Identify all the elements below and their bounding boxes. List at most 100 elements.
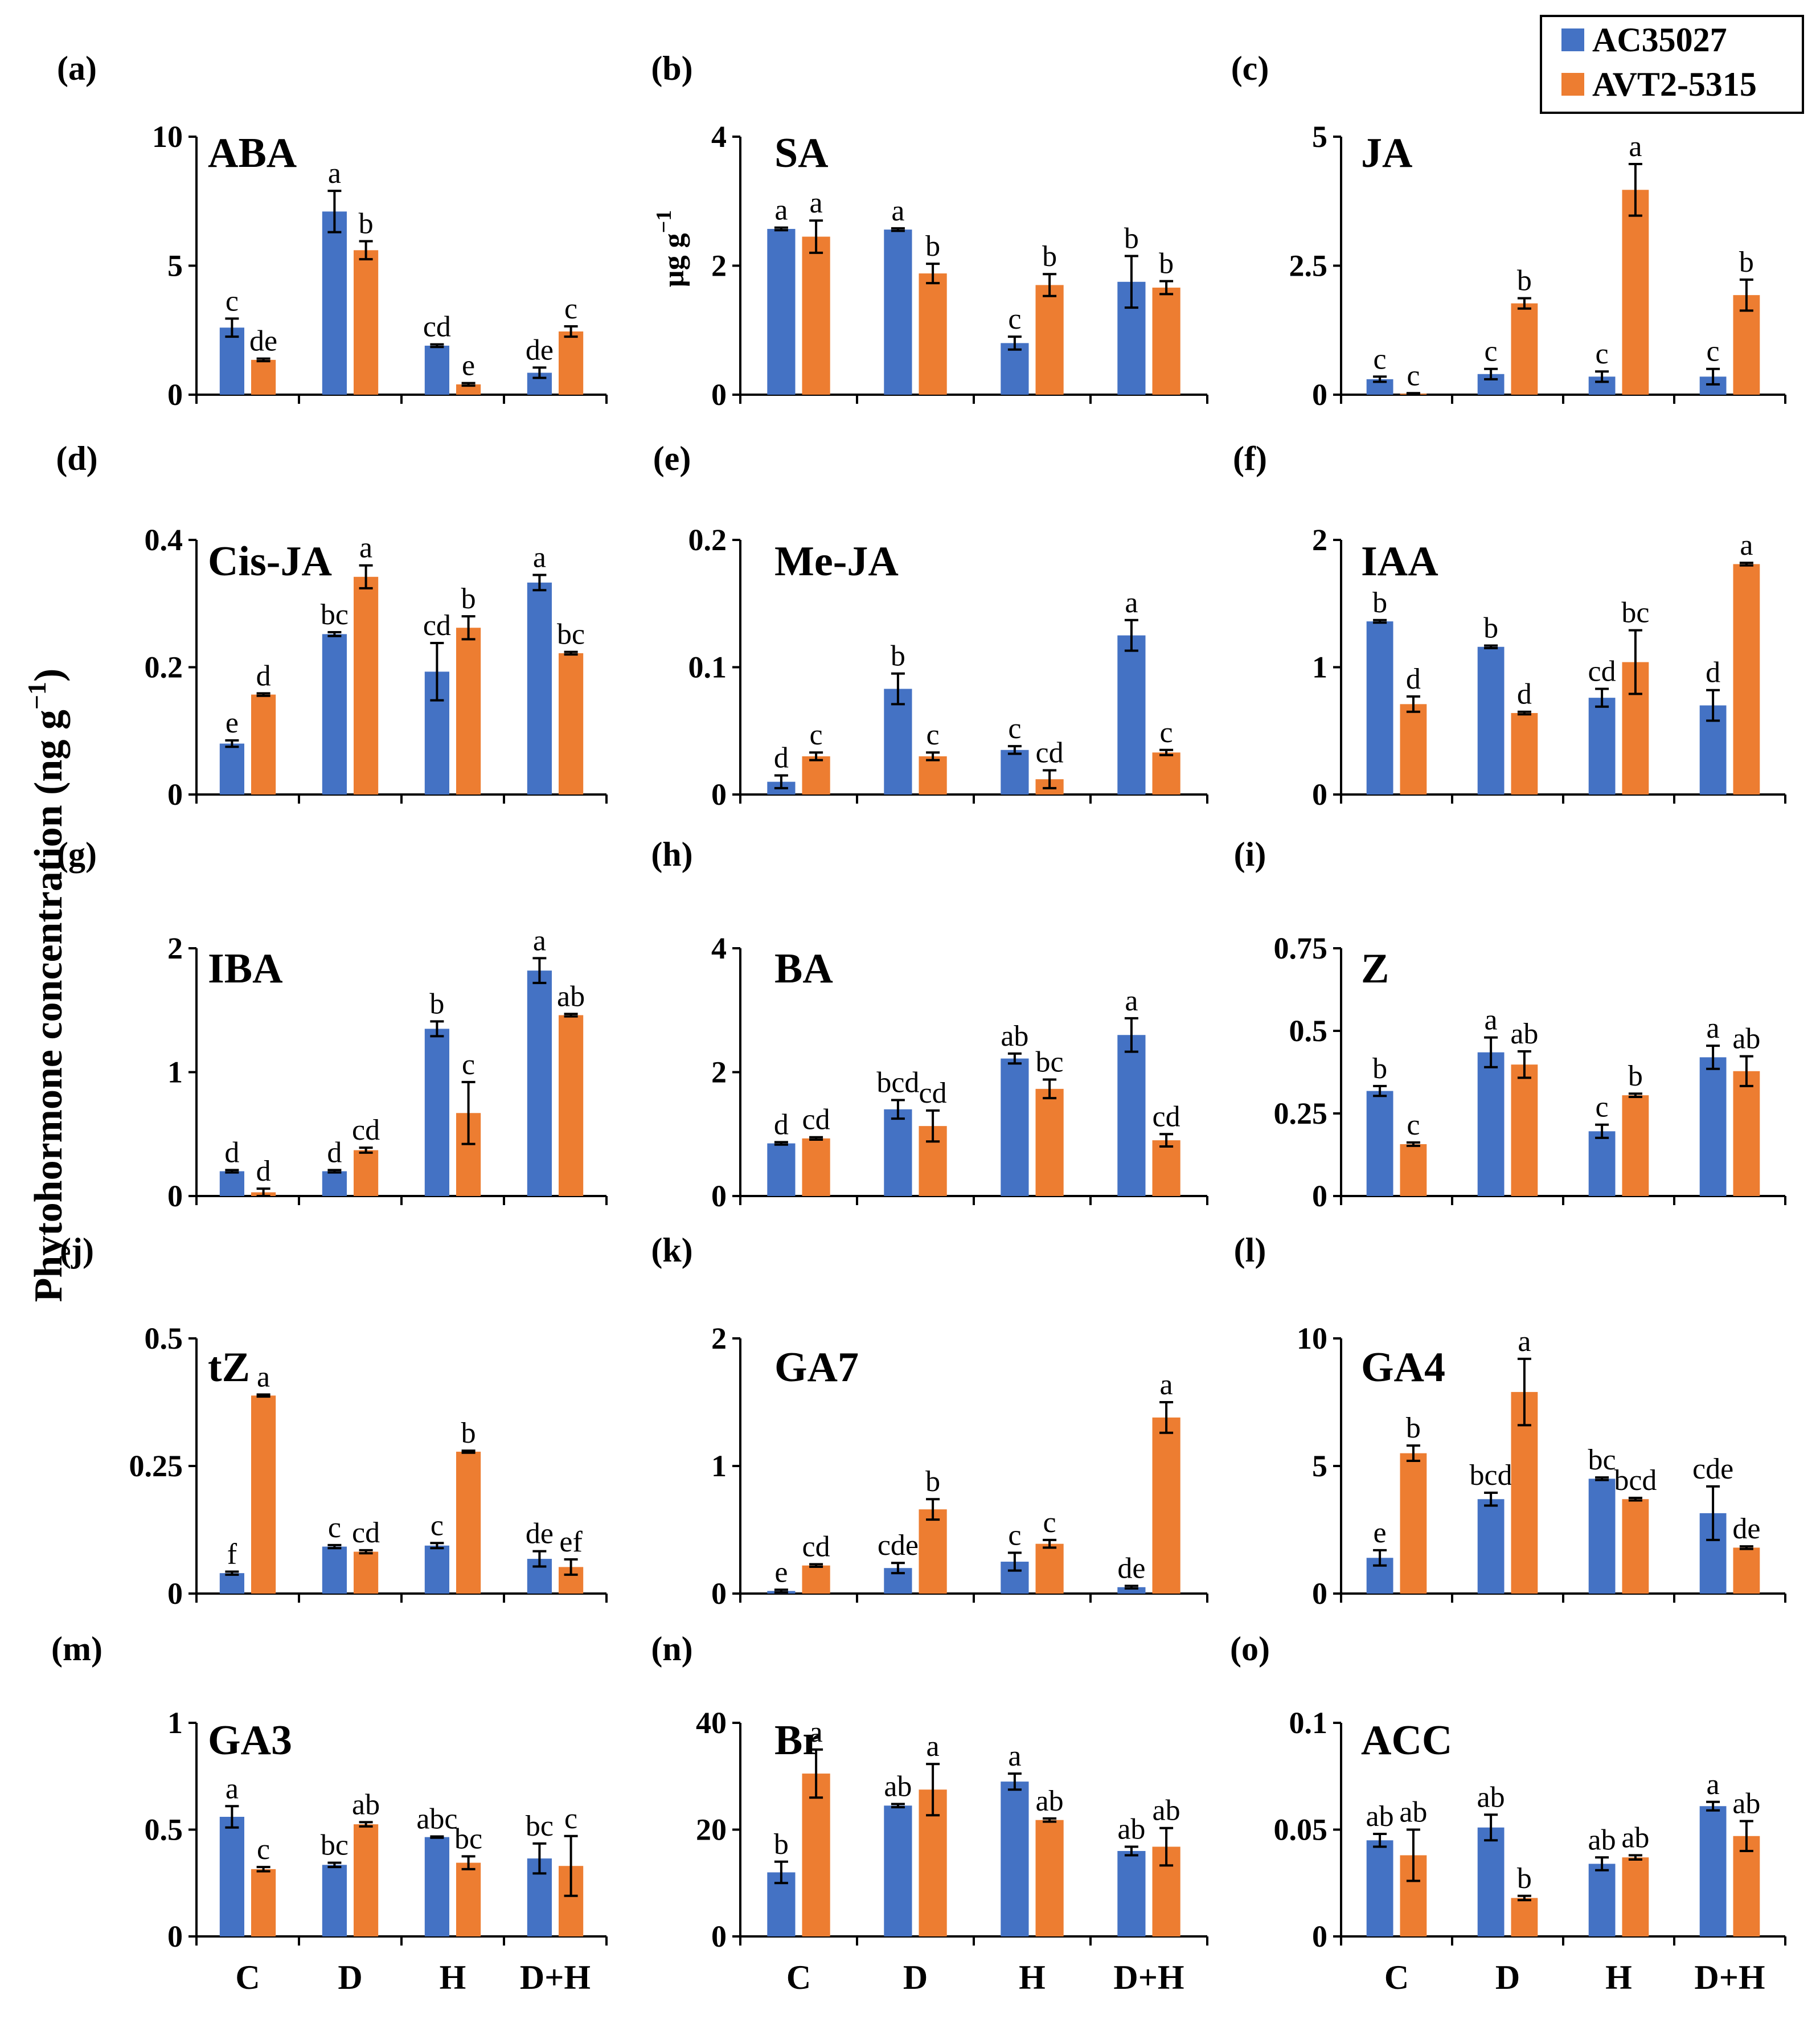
- significance-letter: f: [227, 1538, 237, 1570]
- significance-letter: cd: [423, 311, 451, 343]
- bar-ac35027-h: [424, 1545, 449, 1594]
- y-tick-label: 0.2: [145, 650, 183, 685]
- significance-letter: de: [1732, 1513, 1760, 1545]
- bar-ac35027-d-h: [1699, 1806, 1727, 1936]
- bar-ac35027-d-h: [527, 582, 552, 795]
- bar-ac35027-d-h: [1117, 1035, 1146, 1196]
- x-tick-label: H: [1019, 1959, 1046, 1996]
- chart-title: tZ: [208, 1344, 250, 1391]
- significance-letter: bc: [321, 1829, 349, 1862]
- significance-letter: cd: [423, 609, 451, 642]
- significance-letter: c: [564, 293, 577, 325]
- x-tick-label: C: [1384, 1959, 1409, 1996]
- bar-avt2-5315-d-h: [1152, 1140, 1180, 1196]
- significance-letter: a: [891, 195, 904, 227]
- x-tick-label: D: [338, 1959, 362, 1996]
- bar-avt2-5315-c: [802, 236, 830, 395]
- significance-letter: bc: [1621, 597, 1649, 629]
- y-tick-label: 0: [711, 1179, 727, 1213]
- bar-avt2-5315-d-h: [1733, 1071, 1760, 1196]
- panel-label: (g): [57, 836, 97, 873]
- bar-avt2-5315-d: [1511, 1064, 1538, 1196]
- bar-avt2-5315-c: [251, 1869, 276, 1936]
- significance-letter: cde: [1692, 1453, 1733, 1485]
- y-tick-label: 0.1: [688, 650, 727, 685]
- bar-ac35027-d: [322, 634, 347, 795]
- y-tick-label: 5: [1312, 1449, 1327, 1483]
- bar-avt2-5315-h: [1035, 1088, 1064, 1196]
- y-tick-label: 2.5: [1289, 249, 1328, 283]
- bar-ac35027-h: [1588, 698, 1616, 795]
- bar-avt2-5315-h: [1035, 1543, 1064, 1594]
- significance-letter: ab: [1153, 1795, 1180, 1827]
- panel-label: (d): [56, 440, 97, 477]
- y-tick-label: 0: [167, 1179, 183, 1213]
- y-tick-label: 0.5: [145, 1813, 183, 1847]
- bar-avt2-5315-d-h: [1152, 288, 1180, 395]
- y-tick-label: 5: [1312, 120, 1327, 154]
- bar-ac35027-d-h: [527, 970, 552, 1196]
- significance-letter: a: [328, 157, 341, 190]
- bar-ac35027-d: [322, 1865, 347, 1936]
- bar-ac35027-d-h: [1117, 635, 1146, 795]
- significance-letter: c: [810, 719, 823, 751]
- bar-ac35027-c: [767, 228, 796, 395]
- significance-letter: c: [1008, 1519, 1021, 1551]
- chart-title: Z: [1361, 945, 1389, 992]
- bar-ac35027-d: [322, 211, 347, 395]
- significance-letter: ab: [557, 980, 585, 1013]
- bar-avt2-5315-d: [354, 1150, 379, 1196]
- significance-letter: c: [1043, 1506, 1056, 1539]
- bar-avt2-5315-h: [1035, 285, 1064, 395]
- significance-letter: b: [1517, 1862, 1532, 1895]
- significance-letter: b: [461, 583, 476, 615]
- legend: AC35027 AVT2-5315: [1540, 15, 1804, 114]
- x-tick-label: D+H: [1113, 1959, 1184, 1996]
- significance-letter: de: [526, 1518, 554, 1550]
- significance-letter: bc: [526, 1810, 554, 1842]
- bar-ac35027-d: [1477, 1827, 1505, 1936]
- legend-swatch-ac35027: [1561, 28, 1584, 51]
- bar-avt2-5315-d-h: [1733, 1547, 1760, 1594]
- significance-letter: d: [774, 742, 789, 774]
- significance-letter: a: [1740, 529, 1753, 562]
- significance-letter: ab: [1510, 1018, 1538, 1050]
- x-tick-label: D+H: [1694, 1959, 1765, 1996]
- y-tick-label: 2: [711, 1321, 727, 1355]
- bar-ac35027-d: [322, 1546, 347, 1594]
- bar-avt2-5315-h: [456, 628, 481, 795]
- bar-avt2-5315-h: [1622, 1499, 1649, 1594]
- significance-letter: a: [1518, 1325, 1531, 1358]
- significance-letter: a: [1629, 130, 1642, 163]
- significance-letter: c: [1485, 335, 1498, 368]
- panel-label: (e): [653, 440, 691, 477]
- significance-letter: ab: [1399, 1796, 1427, 1829]
- significance-letter: de: [526, 334, 554, 366]
- y-tick-label: 0.05: [1274, 1813, 1328, 1847]
- bar-ac35027-d-h: [1117, 1587, 1146, 1594]
- bar-avt2-5315-c: [251, 359, 276, 395]
- panel-label: (i): [1234, 836, 1266, 873]
- bar-ac35027-c: [219, 1573, 244, 1594]
- y-tick-label: 2: [167, 931, 183, 965]
- bar-avt2-5315-d: [1511, 303, 1538, 395]
- significance-letter: d: [327, 1136, 342, 1169]
- x-tick-label: C: [786, 1959, 811, 1996]
- significance-letter: b: [1739, 246, 1754, 279]
- unit-label: µg g−1: [652, 210, 690, 288]
- significance-letter: b: [461, 1417, 476, 1449]
- bar-ac35027-h: [1001, 1058, 1029, 1196]
- y-tick-label: 10: [1297, 1321, 1327, 1355]
- y-tick-label: 0.2: [688, 523, 727, 557]
- panel-label: (o): [1230, 1630, 1270, 1668]
- significance-letter: d: [256, 1155, 271, 1187]
- bar-avt2-5315-d-h: [1733, 1836, 1760, 1936]
- significance-letter: b: [1406, 1412, 1421, 1444]
- significance-letter: d: [1406, 663, 1421, 695]
- significance-letter: b: [359, 207, 374, 240]
- bar-avt2-5315-d: [919, 273, 947, 395]
